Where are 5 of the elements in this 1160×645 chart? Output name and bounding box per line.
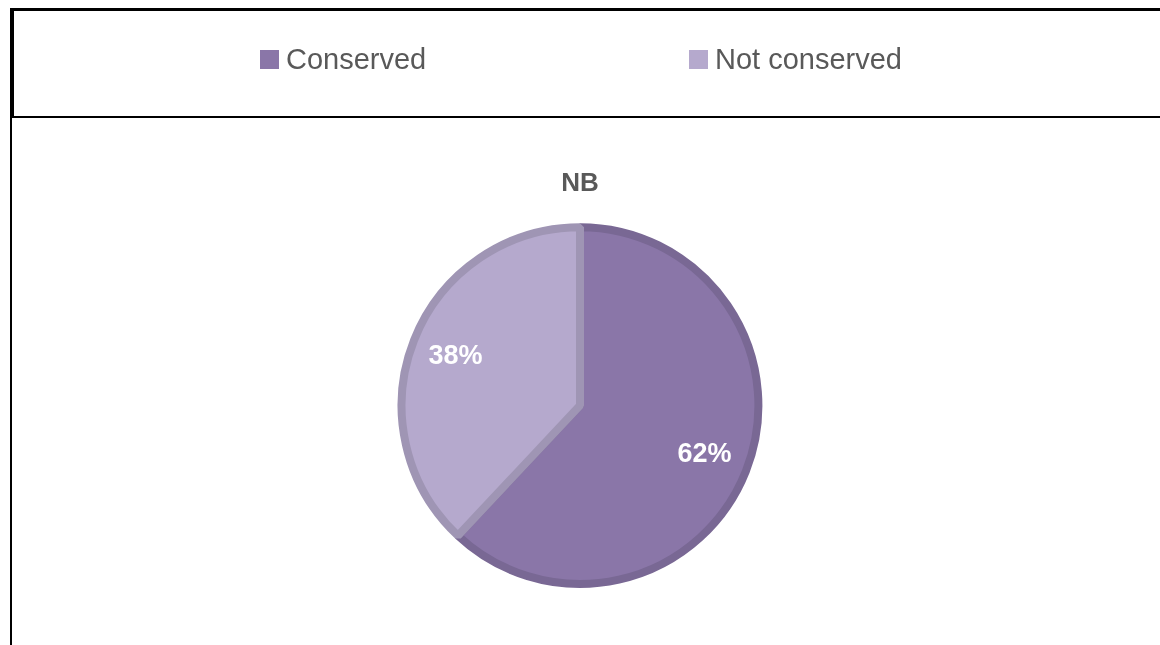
legend-label: Conserved (286, 43, 427, 76)
text: NB (561, 166, 599, 197)
data-label: 38% (428, 339, 483, 370)
legend-label: Not conserved (715, 43, 902, 76)
data-label: 62% (677, 438, 732, 469)
